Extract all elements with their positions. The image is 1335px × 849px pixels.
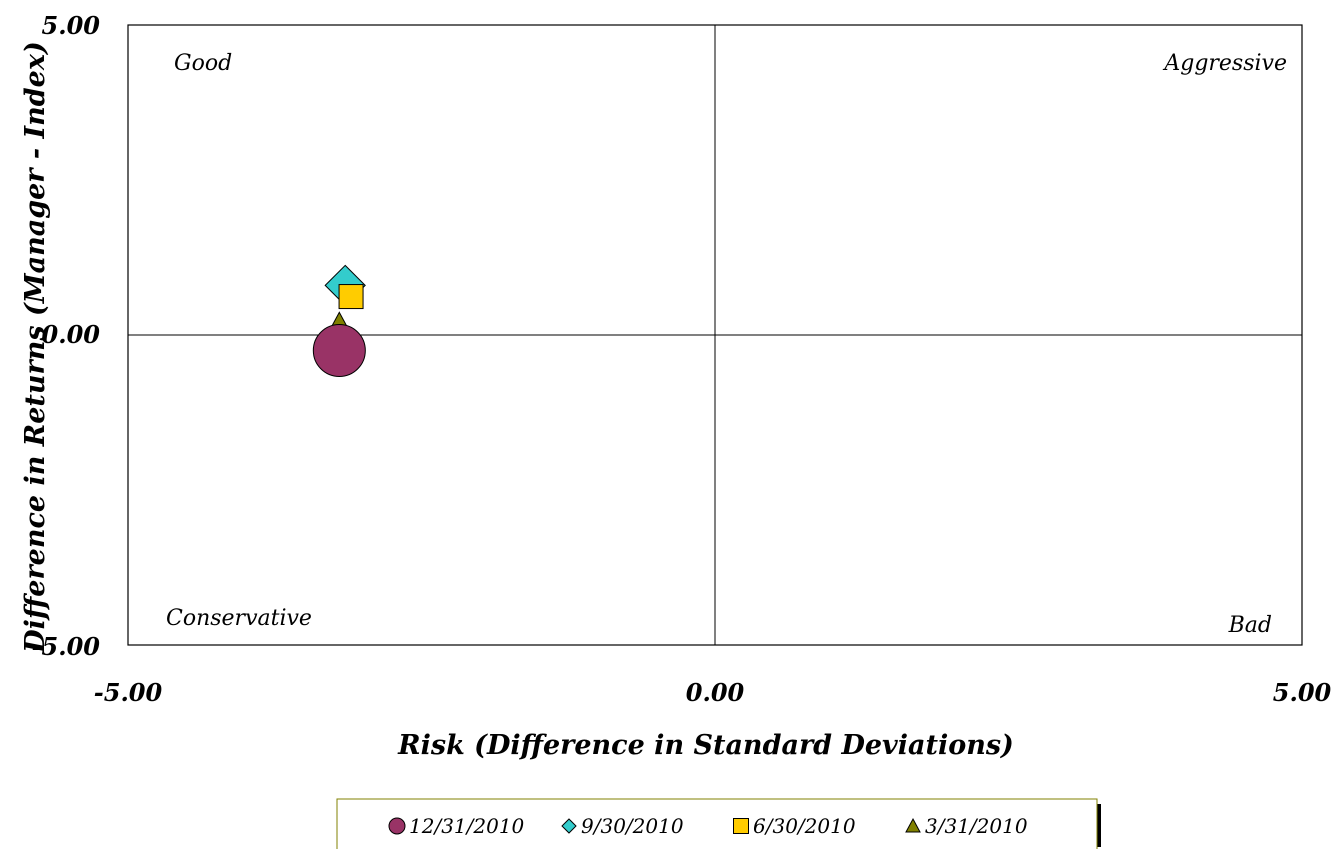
x-tick-label-left: -5.00	[94, 678, 163, 707]
x-tick-label-middle: 0.00	[686, 678, 745, 707]
legend-marker-circle	[388, 817, 406, 835]
legend-marker-square	[733, 818, 749, 834]
legend: 12/31/2010 9/30/2010 6/30/2010 3/31/2010	[336, 798, 1101, 849]
legend-box	[336, 798, 1098, 849]
y-axis-title: Difference in Returns (Manager - Index)	[20, 41, 51, 653]
legend-items: 12/31/2010 9/30/2010 6/30/2010 3/31/2010	[388, 814, 1028, 838]
x-tick-label-right: 5.00	[1273, 678, 1332, 707]
legend-marker-diamond	[561, 818, 577, 834]
legend-label: 12/31/2010	[409, 814, 525, 838]
legend-label: 3/31/2010	[925, 814, 1028, 838]
y-tick-label-middle: 0.00	[42, 320, 101, 349]
y-tick-label-bottom: -5.00	[32, 632, 101, 661]
legend-label: 9/30/2010	[581, 814, 684, 838]
quadrant-label-aggressive: Aggressive	[1162, 51, 1287, 76]
quadrant-label-good: Good	[174, 51, 232, 76]
data-point-circle	[312, 324, 366, 377]
y-tick-label-top: 5.00	[42, 11, 101, 40]
x-axis-title: Risk (Difference in Standard Deviations)	[397, 730, 1014, 761]
data-markers	[312, 264, 366, 377]
legend-label: 6/30/2010	[753, 814, 856, 838]
quadrant-label-conservative: Conservative	[166, 606, 312, 631]
legend-shadow	[1095, 804, 1101, 847]
legend-marker-triangle	[905, 817, 921, 833]
data-point-square	[338, 284, 364, 310]
quadrant-label-bad: Bad	[1228, 613, 1272, 638]
